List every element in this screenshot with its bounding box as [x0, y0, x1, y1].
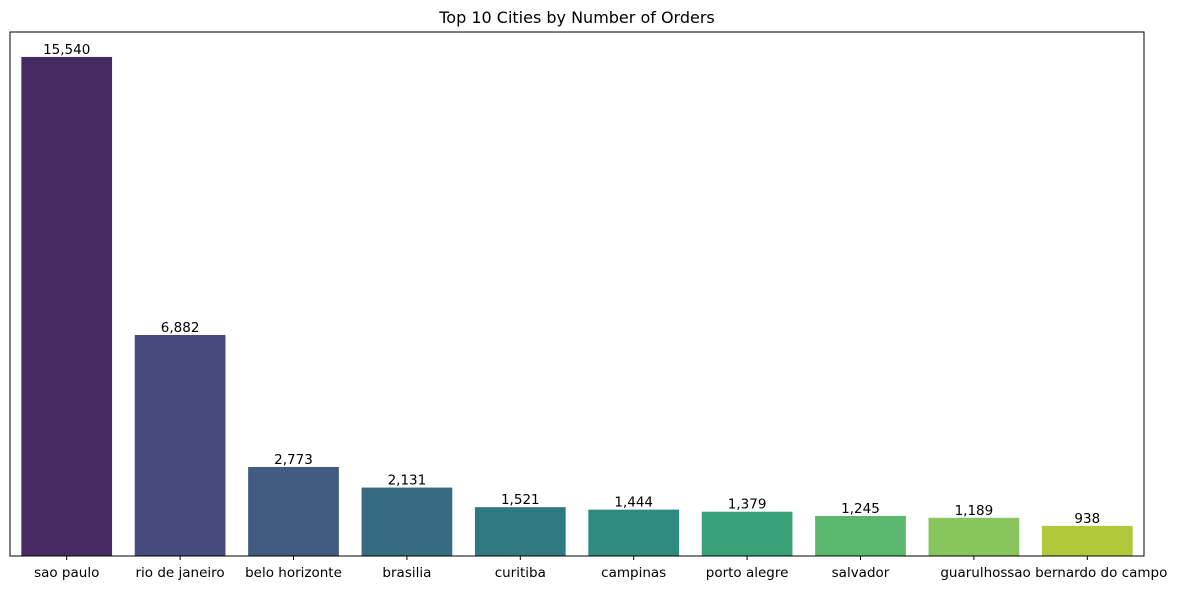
plot-frame: [9, 31, 1145, 557]
bar-salvador: [815, 516, 906, 556]
data-label-salvador: 1,245: [841, 501, 880, 517]
x-tick-label-porto-alegre: porto alegre: [706, 565, 789, 581]
bar-campinas: [588, 509, 680, 556]
data-labels-group: 15,540 6,882 2,773 2,131 1,521 1,444 1,379 1,24…: [43, 42, 1100, 527]
data-label-campinas: 1,444: [614, 495, 653, 511]
data-label-sao-paulo: 15,540: [43, 42, 90, 58]
bar-porto-alegre: [701, 511, 793, 556]
bar-sao-paulo: [21, 56, 113, 556]
x-axis-ticks: sao paulo rio de janeiro belo horizonte bra…: [34, 556, 1167, 581]
bars-group: [21, 56, 1133, 556]
bar-brasilia: [361, 487, 453, 556]
x-tick-label-brasilia: brasilia: [382, 565, 431, 581]
x-tick-label-salvador: salvador: [832, 565, 890, 581]
chart-title: Top 10 Cities by Number of Orders: [438, 8, 715, 27]
bar-belo-horizonte: [248, 466, 339, 556]
data-label-curitiba: 1,521: [501, 492, 540, 508]
data-label-brasilia: 2,131: [388, 473, 427, 489]
x-tick-label-sao-paulo: sao paulo: [34, 565, 99, 581]
bar-curitiba: [474, 507, 566, 556]
x-tick-label-curitiba: curitiba: [495, 565, 546, 581]
x-tick-label-campinas: campinas: [601, 565, 666, 581]
data-label-sao-bernardo-do-campo: 938: [1074, 511, 1100, 527]
x-tick-label-belo-horizonte: belo horizonte: [245, 565, 342, 581]
bar-rio-de-janeiro: [134, 334, 226, 556]
x-tick-label-guarulhos: guarulhos: [940, 565, 1007, 581]
x-tick-label-sao-bernardo-do-campo: sao bernardo do campo: [1007, 565, 1167, 581]
data-label-belo-horizonte: 2,773: [274, 452, 313, 468]
data-label-porto-alegre: 1,379: [728, 497, 767, 513]
data-label-rio-de-janeiro: 6,882: [161, 320, 200, 336]
data-label-guarulhos: 1,189: [955, 503, 994, 519]
bar-sao-bernardo-do-campo: [1041, 525, 1133, 556]
bar-guarulhos: [928, 517, 1020, 556]
x-tick-label-rio-de-janeiro: rio de janeiro: [136, 565, 225, 581]
